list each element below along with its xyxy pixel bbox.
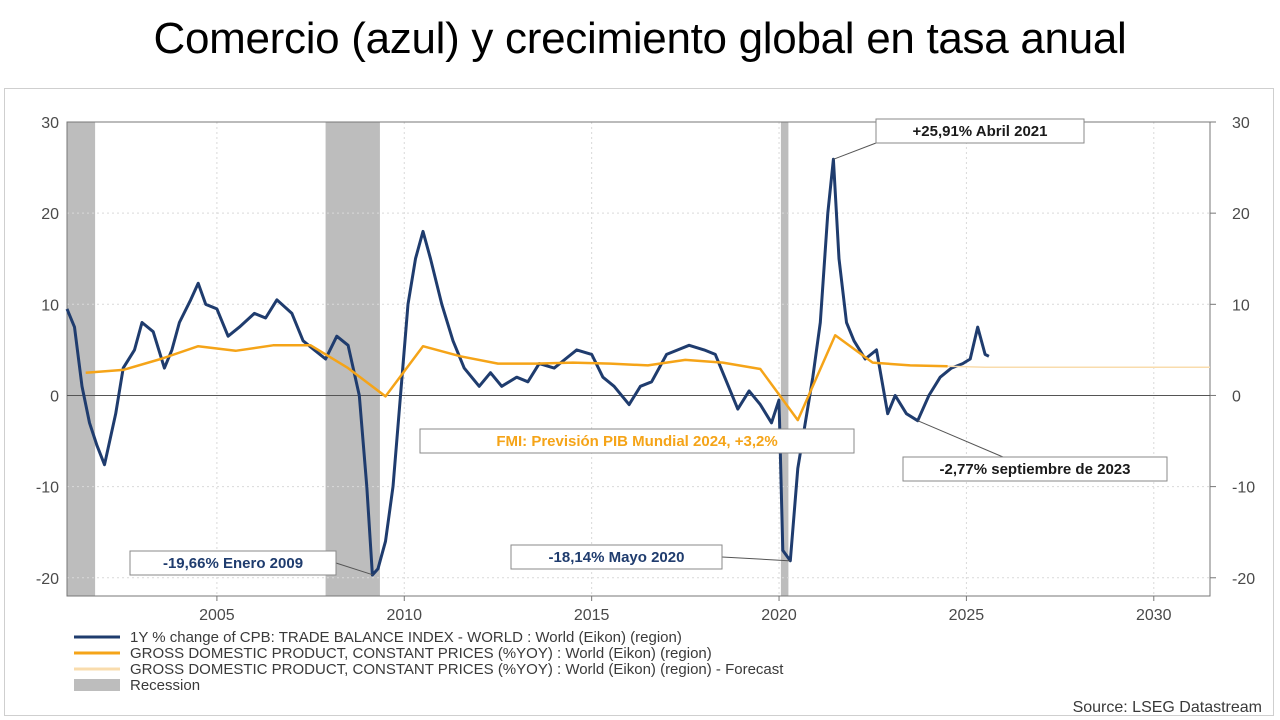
source-label: Source: LSEG Datastream bbox=[1073, 699, 1262, 716]
annotation-may-2020-box bbox=[510, 544, 723, 570]
x-tick-label: 2005 bbox=[199, 607, 235, 624]
annotation-peak-2021-text: +25,91% Abril 2021 bbox=[913, 123, 1048, 140]
y-tick-label-left: 20 bbox=[41, 206, 59, 223]
y-tick-label-left: -20 bbox=[36, 571, 59, 588]
legend: 1Y % change of CPB: TRADE BALANCE INDEX … bbox=[74, 629, 784, 694]
annotation-jan-2009-box bbox=[129, 550, 337, 576]
y-tick-label-right: 10 bbox=[1232, 297, 1250, 314]
annotation-may-2020-text: -18,14% Mayo 2020 bbox=[549, 549, 685, 566]
legend-swatch-recession bbox=[74, 679, 120, 691]
y-tick-label-left: 0 bbox=[50, 388, 59, 405]
x-tick-label: 2015 bbox=[574, 607, 610, 624]
y-tick-label-right: -20 bbox=[1232, 571, 1255, 588]
y-tick-label-left: 10 bbox=[41, 297, 59, 314]
annotation-jan-2009-leader bbox=[335, 562, 373, 576]
annotation-peak-2021-leader bbox=[833, 142, 877, 160]
annotations: +25,91% Abril 2021 FMI: Previsión PIB Mun… bbox=[129, 118, 1168, 576]
y-tick-label-right: -10 bbox=[1232, 480, 1255, 497]
annotation-sep-2023-leader bbox=[917, 420, 1004, 458]
x-tick-label: 2010 bbox=[386, 607, 422, 624]
series-lines bbox=[65, 157, 1210, 577]
annotation-peak-2021-box bbox=[875, 118, 1085, 144]
series-gdp-forecast-line bbox=[947, 365, 1210, 368]
annotation-imf-forecast-box bbox=[419, 428, 855, 454]
grid bbox=[67, 121, 1210, 596]
annotation-imf-forecast-text: FMI: Previsión PIB Mundial 2024, +3,2% bbox=[496, 433, 777, 450]
recession-band bbox=[780, 122, 789, 596]
y-tick-label-right: 30 bbox=[1232, 115, 1250, 132]
x-tick-label: 2025 bbox=[949, 607, 985, 624]
y-tick-label-right: 20 bbox=[1232, 206, 1250, 223]
annotation-jan-2009-text: -19,66% Enero 2009 bbox=[163, 555, 303, 572]
legend-label: Recession bbox=[130, 677, 200, 694]
recession-bands bbox=[67, 122, 789, 596]
annotation-sep-2023-text: -2,77% septiembre de 2023 bbox=[940, 461, 1131, 478]
axes bbox=[66, 121, 1211, 597]
legend-label: 1Y % change of CPB: TRADE BALANCE INDEX … bbox=[130, 629, 682, 646]
page-title: Comercio (azul) y crecimiento global en … bbox=[153, 14, 1127, 63]
series-gdp-line bbox=[85, 334, 948, 422]
annotation-sep-2023-box bbox=[902, 456, 1168, 482]
recession-band bbox=[67, 122, 96, 596]
legend-label: GROSS DOMESTIC PRODUCT, CONSTANT PRICES … bbox=[130, 645, 712, 662]
plot-border bbox=[66, 121, 1211, 597]
y-tick-label-left: 30 bbox=[41, 115, 59, 132]
y-tick-label-right: 0 bbox=[1232, 388, 1241, 405]
series-trade-line bbox=[65, 157, 990, 577]
x-tick-label: 2020 bbox=[761, 607, 797, 624]
x-tick-label: 2030 bbox=[1136, 607, 1172, 624]
chart-frame bbox=[4, 88, 1274, 716]
y-tick-label-left: -10 bbox=[36, 480, 59, 497]
annotation-may-2020-leader bbox=[721, 556, 791, 562]
legend-label: GROSS DOMESTIC PRODUCT, CONSTANT PRICES … bbox=[130, 661, 784, 678]
